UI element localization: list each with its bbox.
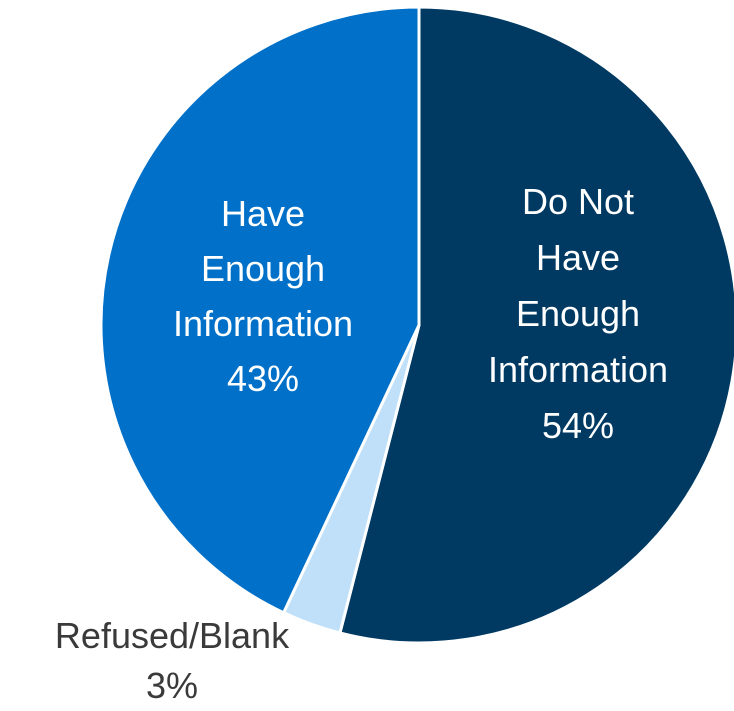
pie-slice-2	[99, 5, 421, 615]
slice-label-2: Have Enough Information 43%	[173, 193, 353, 399]
slice-value: 43%	[227, 358, 299, 399]
slice-label-line: Enough	[201, 248, 325, 289]
slice-label-line: Have	[221, 193, 305, 234]
slice-label-line: Refused/Blank	[55, 615, 290, 656]
slice-value: 54%	[542, 405, 614, 446]
slice-label-1: Refused/Blank 3%	[55, 615, 290, 706]
slice-value: 3%	[146, 665, 198, 706]
slice-label-line: Information	[488, 349, 668, 390]
slice-label-line: Enough	[516, 293, 640, 334]
slice-label-0: Do Not Have Enough Information 54%	[488, 181, 668, 446]
pie-slice-0	[338, 5, 734, 645]
slice-label-line: Information	[173, 303, 353, 344]
slice-label-line: Do Not	[522, 181, 634, 222]
slice-label-line: Have	[536, 237, 620, 278]
